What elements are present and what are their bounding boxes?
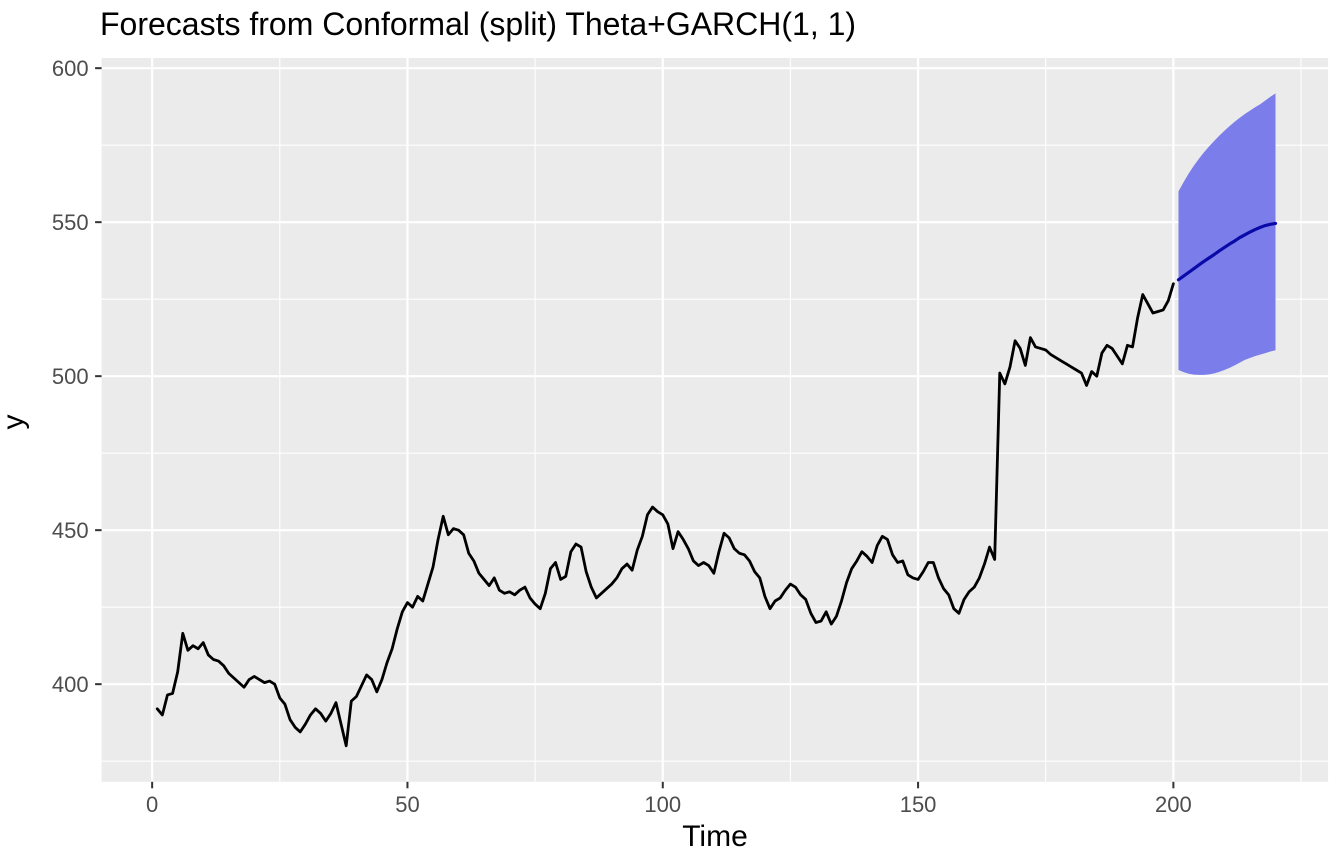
- x-tick-label: 200: [1155, 792, 1192, 817]
- plot-title: Forecasts from Conformal (split) Theta+G…: [100, 6, 857, 42]
- x-tick-label: 50: [395, 792, 419, 817]
- observed-series-line: [155, 282, 1175, 748]
- x-tick-label: 150: [900, 792, 937, 817]
- x-axis-title: Time: [682, 820, 748, 853]
- y-tick-label: 450: [52, 518, 89, 543]
- prediction-interval-band: [1178, 93, 1276, 375]
- y-tick-label: 600: [52, 56, 89, 81]
- y-axis-title: y: [0, 414, 30, 430]
- panel-background: [101, 58, 1329, 782]
- y-tick-label: 500: [52, 364, 89, 389]
- forecast-mean-line: [1176, 221, 1278, 282]
- y-tick-label: 400: [52, 672, 89, 697]
- x-tick-label: 100: [644, 792, 681, 817]
- y-tick-label: 550: [52, 210, 89, 235]
- x-tick-label: 0: [146, 792, 158, 817]
